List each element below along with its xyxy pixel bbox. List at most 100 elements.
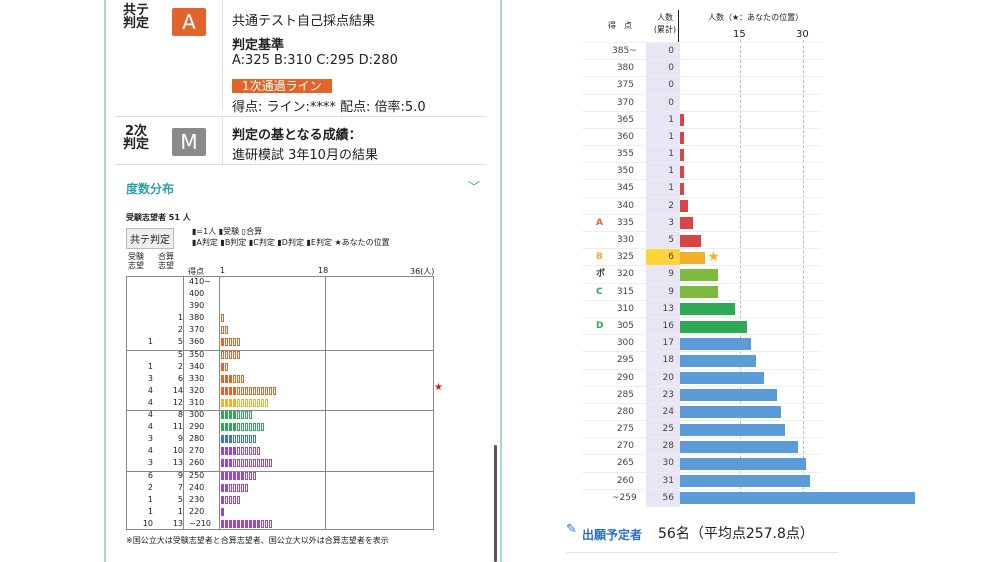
table-divider — [183, 277, 184, 529]
tally-bar — [221, 507, 225, 516]
distribution-row: 5 350 — [127, 350, 433, 361]
count-bar — [680, 286, 718, 299]
cumulative-row: 285 23 — [582, 385, 822, 404]
tally-mark-empty — [225, 326, 228, 335]
tally-mark-empty — [241, 435, 244, 444]
distribution-cell: 3 — [147, 434, 153, 444]
score-cell: 285 — [616, 389, 634, 400]
tally-mark-empty — [241, 423, 244, 432]
tally-bar — [221, 483, 249, 492]
divider — [222, 116, 223, 164]
distribution-cell: 310 — [189, 397, 205, 407]
distribution-cell: 290 — [189, 422, 205, 432]
score-cell: 265 — [616, 458, 634, 469]
count-cell: 1 — [646, 146, 680, 164]
count-cell: 5 — [646, 232, 680, 250]
table-divider — [325, 277, 326, 529]
cumulative-row: 355 1 — [582, 145, 822, 164]
tally-mark — [229, 398, 232, 407]
tally-mark — [229, 519, 232, 528]
distribution-row: 2 7 240 — [127, 483, 433, 494]
distribution-cell: 4 — [147, 397, 153, 407]
cumulative-row: 330 5 — [582, 231, 822, 250]
tally-mark — [221, 495, 224, 504]
judgment1-label: 共テ 判定 — [122, 3, 149, 31]
cumulative-row: C 315 9 — [582, 282, 822, 301]
tally-mark-empty — [229, 495, 232, 504]
col-score: 得 点 — [608, 21, 632, 30]
distribution-cell: 5 — [177, 494, 183, 504]
tally-bar — [221, 411, 253, 420]
tally-mark-empty — [245, 423, 248, 432]
count-bar — [680, 354, 756, 367]
distribution-cell: 390 — [189, 301, 205, 311]
count-cell: 9 — [646, 266, 680, 284]
col-score: 得点 — [188, 267, 204, 276]
grade-a-badge: A — [172, 8, 206, 36]
distribution-row: 3 13 260 — [127, 458, 433, 469]
tally-mark-empty — [237, 483, 240, 492]
distribution-cell: 4 — [147, 422, 153, 432]
distribution-cell: 8 — [177, 410, 183, 420]
distribution-row: 3 9 280 — [127, 434, 433, 445]
tally-mark — [229, 447, 232, 456]
tally-mark — [225, 398, 228, 407]
distribution-cell: 12 — [172, 397, 183, 407]
count-bar — [680, 251, 706, 264]
distribution-row: 1 5 230 — [127, 495, 433, 506]
judgment2-label: 2次 判定 — [122, 124, 149, 152]
distribution-cell: 6 — [177, 373, 183, 383]
tally-mark-empty — [245, 459, 248, 468]
count-bar — [680, 423, 785, 436]
cumulative-row: 260 31 — [582, 471, 822, 490]
chevron-down-icon[interactable]: ﹀ — [468, 180, 481, 194]
tally-mark — [221, 338, 224, 347]
count-bar — [680, 337, 752, 350]
distribution-cell: 9 — [177, 434, 183, 444]
basis: 進研模試 3年10月の結果 — [232, 148, 378, 163]
table-divider — [127, 349, 433, 351]
count-bar — [680, 148, 685, 161]
count-cell: 16 — [646, 317, 680, 336]
tally-mark-empty — [245, 483, 248, 492]
tally-mark — [221, 435, 224, 444]
tally-bar — [221, 386, 277, 395]
score-cell: 335 — [616, 217, 634, 228]
tally-mark-empty — [257, 398, 260, 407]
tab-kyote[interactable]: 共テ判定 — [126, 228, 174, 249]
distribution-cell: 270 — [189, 446, 205, 456]
tally-mark-empty — [233, 350, 236, 359]
cumulative-row: 365 1 — [582, 110, 822, 129]
scrollbar[interactable] — [494, 445, 497, 562]
grade-marker: ボ — [596, 269, 606, 280]
tally-mark — [221, 483, 224, 492]
tally-mark — [221, 459, 224, 468]
tally-mark-empty — [237, 338, 240, 347]
tally-mark — [233, 447, 236, 456]
cumulative-table: 385~ 0 380 0 375 0 370 0 365 1 360 1 355 1 350 1 345 1 340… — [582, 42, 916, 507]
distribution-cell: 4 — [147, 410, 153, 420]
score-cell: 280 — [616, 406, 634, 417]
tally-mark-empty — [249, 471, 252, 480]
score-cell: ~259 — [612, 492, 637, 503]
distribution-cell: 3 — [147, 458, 153, 468]
score-cell: 295 — [616, 355, 634, 366]
count-cell: 6 — [646, 249, 680, 267]
tally-mark-empty — [269, 459, 272, 468]
legend: ▮A判定 ▮B判定 ▮C判定 ▮D判定 ▮E判定 ★あなたの位置 — [192, 238, 390, 247]
tally-mark-empty — [237, 398, 240, 407]
tally-bar — [221, 495, 241, 504]
tally-mark — [237, 471, 240, 480]
tally-mark — [225, 423, 228, 432]
cumulative-row: 300 17 — [582, 334, 822, 353]
tally-mark — [221, 447, 224, 456]
your-position-star-icon: ★ — [707, 249, 720, 266]
divider — [566, 552, 838, 553]
tally-mark-empty — [229, 350, 232, 359]
tally-mark-empty — [233, 483, 236, 492]
distribution-title[interactable]: 度数分布 — [126, 182, 175, 196]
cumulative-row: 375 0 — [582, 76, 822, 95]
count-cell: 1 — [646, 180, 680, 198]
distribution-row: 1 380 — [127, 313, 433, 324]
count-cell: 56 — [646, 489, 680, 507]
